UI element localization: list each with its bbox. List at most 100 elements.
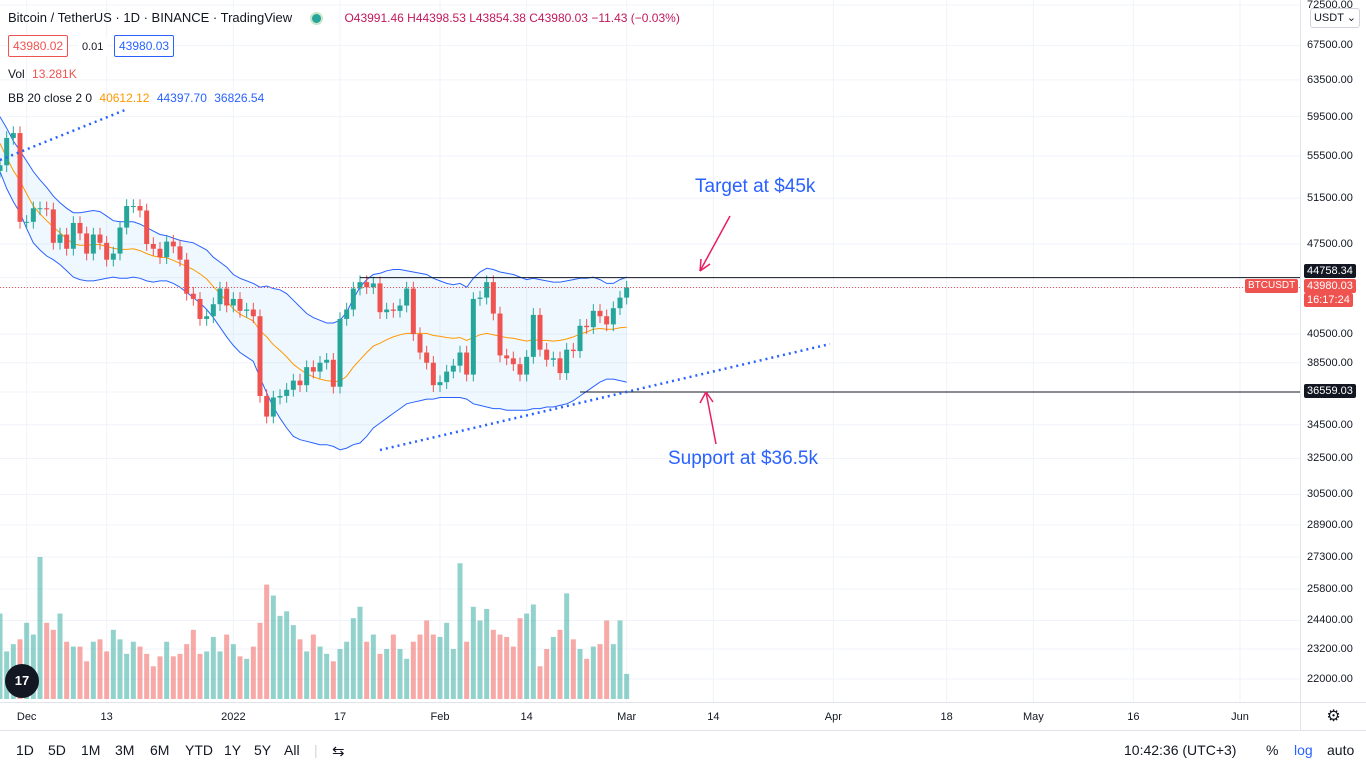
price-tick-label: 32500.00 (1307, 452, 1353, 465)
support-arrow-head (699, 391, 714, 404)
volume-bar (317, 646, 323, 699)
volume-bar (604, 620, 610, 699)
candle-body (357, 282, 363, 289)
timeframe-3m[interactable]: 3M (115, 742, 135, 758)
volume-bar (264, 584, 270, 699)
volume-bar (24, 622, 30, 699)
volume-bar (324, 653, 330, 699)
price-chart-pane[interactable] (0, 0, 1300, 702)
volume-bar (44, 622, 50, 699)
spread-value: 0.01 (78, 37, 108, 57)
time-tick-label: 13 (100, 711, 113, 723)
candle-body (17, 133, 23, 222)
candle-body (197, 298, 203, 319)
chevron-down-icon: ⌄ (1346, 12, 1357, 24)
volume-bar (364, 641, 370, 699)
volume-bar (70, 646, 76, 699)
date-range-icon[interactable]: ⇆ (332, 743, 345, 760)
volume-value: 13.281K (32, 67, 77, 81)
candle-body (610, 308, 616, 325)
volume-bar (437, 636, 443, 699)
candle-body (624, 287, 630, 298)
candle-body (384, 309, 390, 313)
timeframe-1m[interactable]: 1M (81, 742, 101, 758)
candle-body (364, 282, 370, 288)
candle-body (550, 358, 556, 360)
candle-body (490, 282, 496, 314)
bb-lower-value: 36826.54 (214, 91, 265, 105)
timeframe-1y[interactable]: 1Y (224, 742, 242, 758)
symbol-title[interactable]: Bitcoin / TetherUS · 1D · BINANCE · Trad… (8, 10, 293, 25)
volume-bar (97, 639, 103, 699)
time-tick-label: Feb (430, 711, 450, 723)
time-tick-label: May (1022, 711, 1044, 723)
candle-body (437, 382, 443, 386)
target-arrow (699, 215, 731, 272)
volume-bar (524, 613, 530, 699)
clock[interactable]: 10:42:36 (UTC+3) (1124, 742, 1237, 758)
volume-bar (210, 636, 216, 699)
percent-toggle[interactable]: % (1266, 742, 1279, 758)
volume-bar (610, 644, 616, 699)
log-toggle[interactable]: log (1294, 742, 1313, 758)
currency-select[interactable]: USDT ⌄ (1310, 8, 1360, 28)
candle-body (70, 222, 76, 249)
target-arrow-head (699, 258, 711, 272)
candle-body (224, 288, 230, 306)
timeframe-ytd[interactable]: YTD (185, 742, 213, 758)
tradingview-logo[interactable]: 17 (5, 664, 39, 698)
candle-body (450, 365, 456, 372)
sell-price-box[interactable]: 43980.02 (8, 35, 69, 57)
buy-price-box[interactable]: 43980.03 (114, 35, 175, 57)
candle-body (10, 133, 16, 138)
gear-icon[interactable]: ⚙ (1300, 702, 1366, 730)
volume-bar (217, 651, 223, 699)
candle-body (317, 362, 323, 372)
candle-body (204, 316, 210, 319)
candle-body (124, 206, 130, 228)
timeframe-6m[interactable]: 6M (150, 742, 170, 758)
time-axis[interactable]: Dec 13 2022 17 Feb 14 Mar 14 Apr 18 May 16 Jun (0, 702, 1300, 731)
volume-bar (190, 629, 196, 699)
volume-bar (537, 666, 543, 699)
volume-bar (310, 634, 316, 699)
volume-bar (577, 648, 583, 699)
candle-body (177, 246, 183, 260)
candle-body (390, 309, 396, 311)
volume-bar (270, 595, 276, 699)
candle-body (244, 309, 250, 311)
price-tick-label: 25800.00 (1307, 582, 1353, 595)
candle-body (590, 310, 596, 328)
time-tick-label: Mar (617, 711, 637, 723)
volume-bar (390, 634, 396, 699)
volume-bar (277, 615, 283, 699)
volume-bar (290, 625, 296, 699)
descending-trendline (0, 108, 126, 162)
candle-body (464, 352, 470, 375)
volume-bar (250, 646, 256, 699)
candle-body (604, 316, 610, 325)
price-tick-label: 67500.00 (1307, 39, 1353, 52)
price-axis[interactable]: 72500.00 67500.00 63500.00 59500.00 55500.00… (1300, 0, 1366, 702)
timeframe-1d[interactable]: 1D (16, 742, 34, 758)
candle-body (537, 314, 543, 350)
bb-fill (0, 116, 627, 450)
candle-body (164, 241, 170, 258)
candle-body (297, 380, 303, 386)
chart-canvas[interactable] (0, 0, 1300, 702)
time-tick-label: Apr (824, 711, 842, 723)
auto-toggle[interactable]: auto (1327, 742, 1355, 758)
volume-bar (484, 609, 490, 699)
volume-bar (357, 606, 363, 699)
target-annotation: Target at $45k (695, 176, 816, 197)
timeframe-5d[interactable]: 5D (48, 742, 66, 758)
timeframe-5y[interactable]: 5Y (254, 742, 272, 758)
volume-bar (430, 634, 436, 699)
support-arrow (705, 391, 717, 445)
candle-body (37, 208, 43, 210)
volume-bar (464, 641, 470, 699)
support-price-label: 36559.03 (1304, 384, 1356, 398)
candle-body (517, 364, 523, 375)
candle-body (504, 355, 510, 359)
timeframe-all[interactable]: All (284, 742, 300, 758)
